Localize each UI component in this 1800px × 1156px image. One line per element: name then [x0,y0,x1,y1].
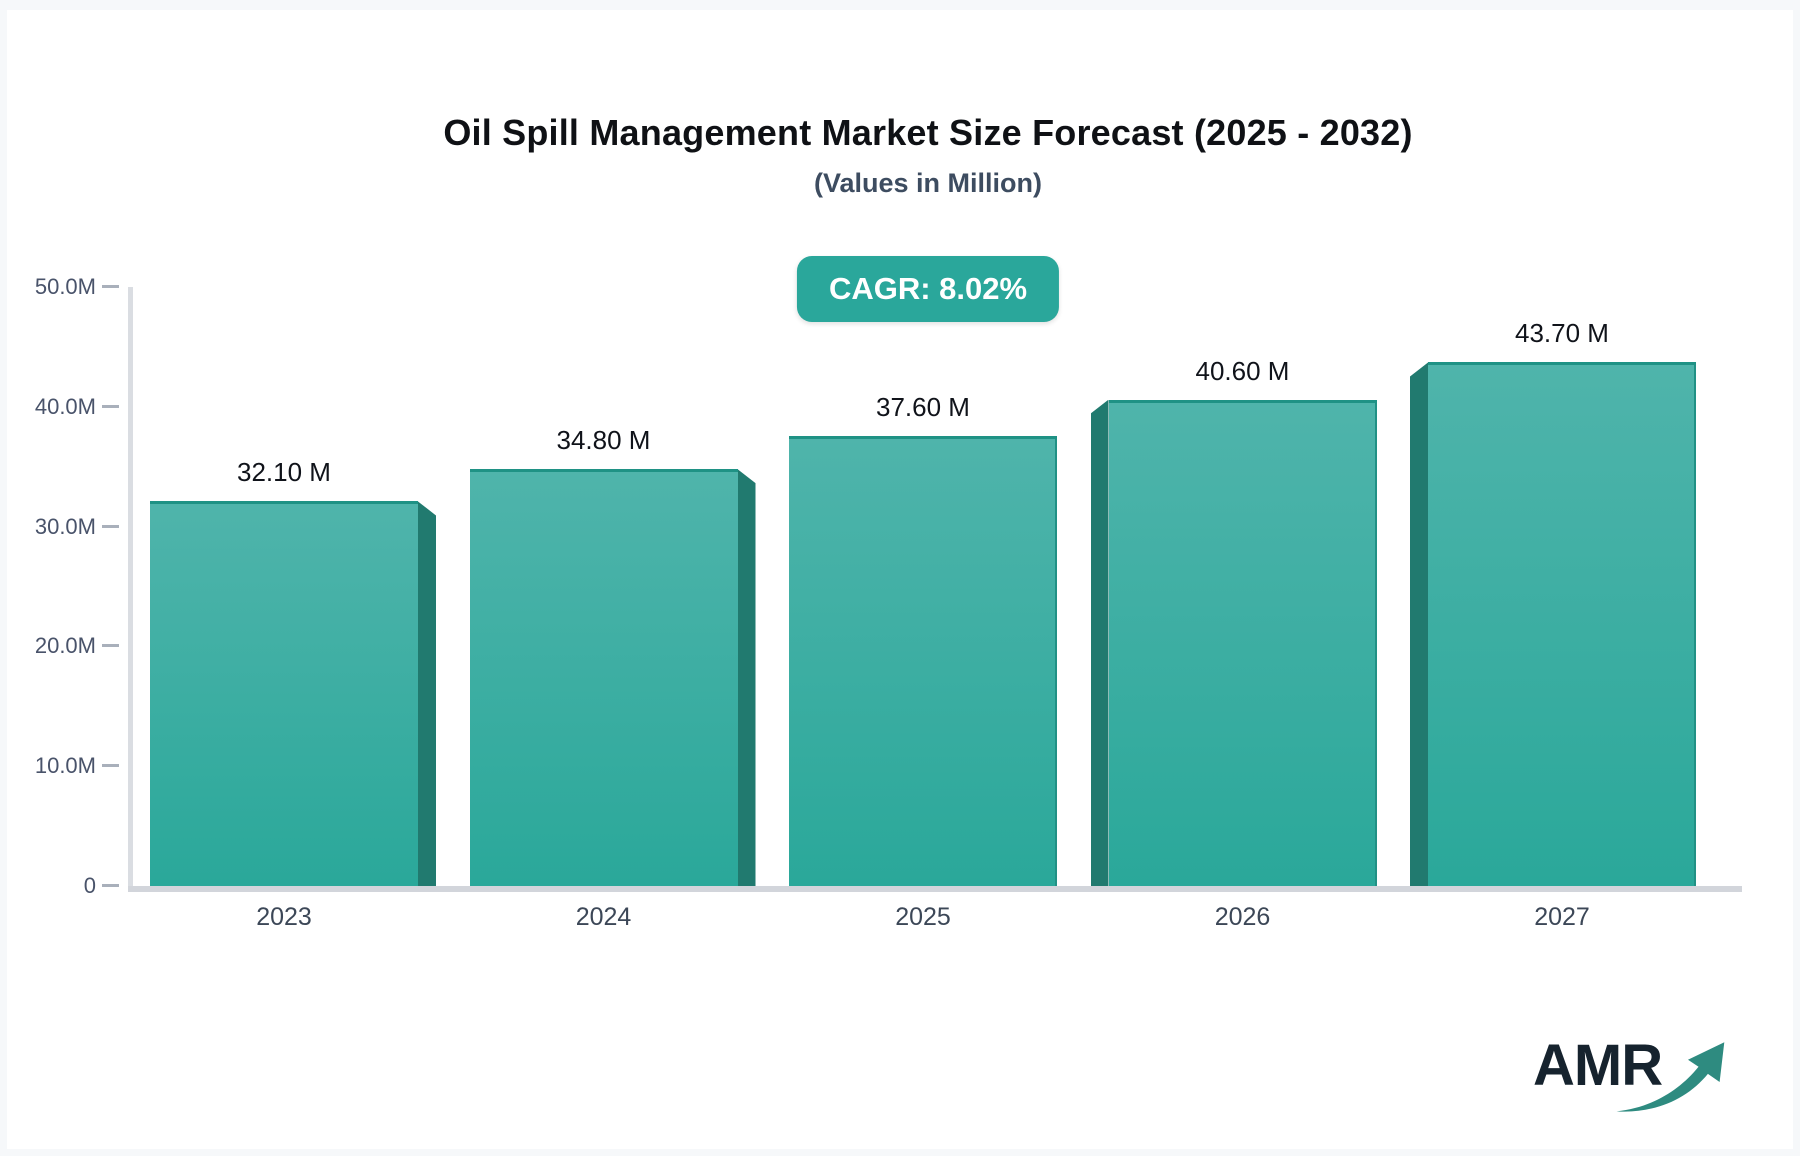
bar-3d-side-2026 [1090,399,1109,886]
bar-value-label: 32.10 M [237,457,331,488]
x-axis-tick-label: 2027 [1534,903,1590,931]
y-axis-tick-mark [102,644,119,648]
bar-2024 [469,469,738,886]
chart-title: Oil Spill Management Market Size Forecas… [443,112,1413,153]
amr-logo-arrow-icon [1616,1042,1725,1112]
bar-value-label: 43.70 M [1515,318,1609,349]
bar-3d-side-2024 [737,469,756,886]
x-axis-tick-label: 2025 [895,903,951,931]
bar-value-label: 37.60 M [876,391,970,422]
amr-logo: AMR [1533,1032,1733,1122]
cagr-badge: CAGR: 8.02% [796,256,1060,322]
y-axis-tick-label: 40.0M [34,393,96,419]
bar-2026 [1108,399,1377,886]
y-axis-tick-mark [102,404,119,408]
x-axis-tick-label: 2026 [1214,903,1271,931]
chart-subtitle: (Values in Million) [813,168,1043,198]
bar-2025 [789,435,1057,886]
bar-value-label: 40.60 M [1195,355,1290,386]
x-axis-tick-label: 2024 [575,903,632,931]
bar-3d-side-2027 [1410,362,1428,886]
y-axis-tick-label: 0 [83,873,96,898]
x-axis-line [128,886,1742,892]
y-axis-tick-mark [102,764,119,768]
y-axis-tick-label: 20.0M [34,633,96,659]
bar-value-label: 34.80 M [556,425,651,456]
y-axis-tick-mark [102,884,119,887]
bar-2027 [1428,362,1696,886]
y-axis-tick-label: 30.0M [34,513,96,539]
amr-logo-text: AMR [1533,1033,1663,1098]
y-axis-tick-label: 50.0M [34,274,96,299]
bar-2023 [150,501,418,886]
y-axis-tick-label: 10.0M [34,753,96,779]
bar-3d-side-2023 [418,501,436,886]
y-axis-tick-mark [102,285,119,288]
y-axis-line [128,287,133,892]
x-axis-tick-label: 2023 [256,903,312,931]
y-axis-tick-mark [102,524,119,528]
